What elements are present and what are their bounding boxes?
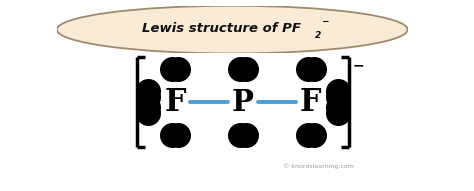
Text: P: P [232,88,254,117]
Text: © knordslearning.com: © knordslearning.com [283,163,354,169]
Text: F: F [300,87,321,118]
Text: −: − [320,17,328,27]
Text: 2: 2 [315,31,321,40]
Ellipse shape [57,6,408,53]
Text: −: − [353,58,365,72]
Text: F: F [164,87,186,118]
Text: Lewis structure of PF: Lewis structure of PF [142,22,301,35]
